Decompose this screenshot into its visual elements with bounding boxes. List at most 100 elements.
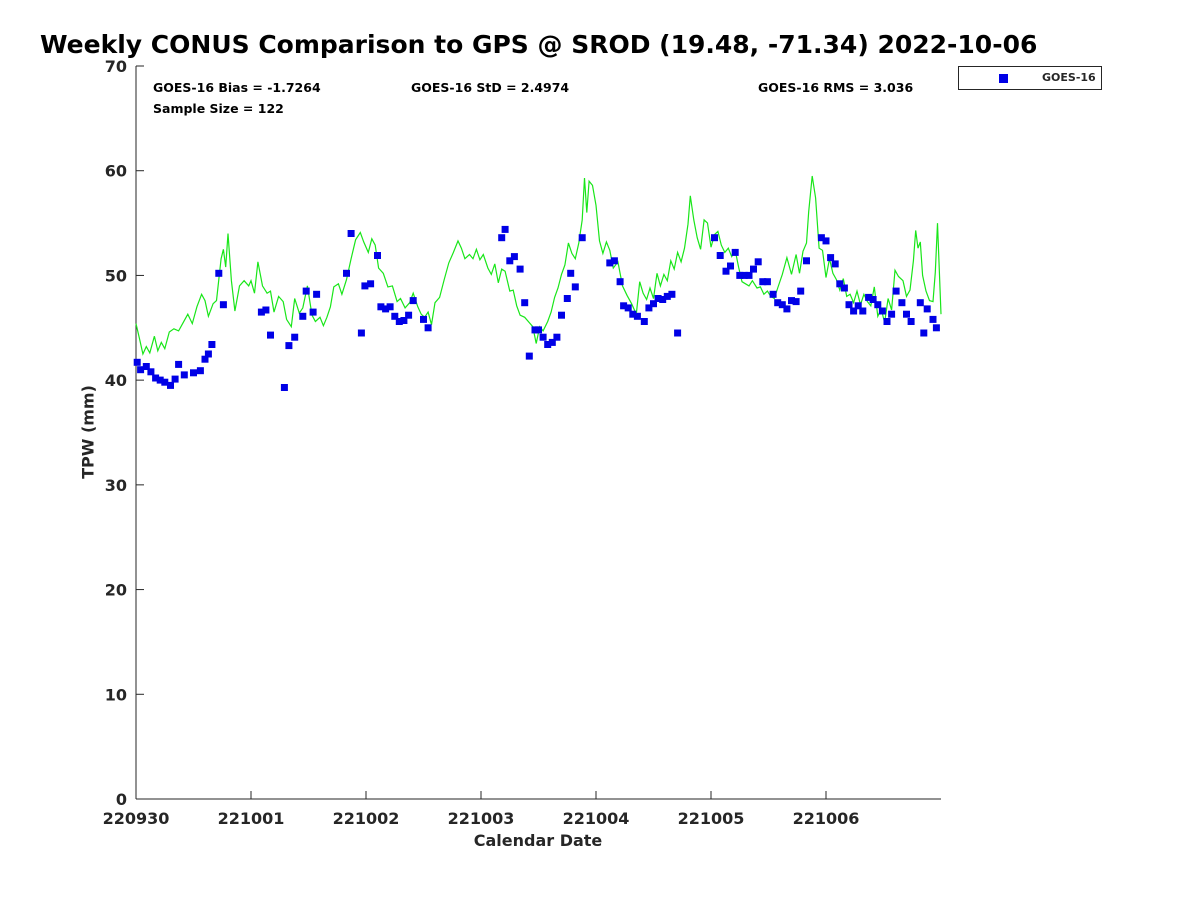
goes16-data-point xyxy=(571,283,579,291)
goes16-data-point xyxy=(740,271,748,279)
goes16-data-point xyxy=(409,297,417,305)
goes16-data-point xyxy=(711,234,718,242)
bias-stat: GOES-16 Bias = -1.7264 xyxy=(153,80,321,95)
goes16-data-point xyxy=(357,329,365,337)
goes16-data-point xyxy=(903,310,910,318)
goes16-data-point xyxy=(299,312,307,320)
goes16-data-point xyxy=(923,305,931,313)
goes16-data-point xyxy=(152,374,160,382)
goes16-data-point xyxy=(171,375,179,383)
goes16-data-point xyxy=(548,338,556,346)
goes16-data-point xyxy=(196,367,204,375)
gps-series-line xyxy=(135,175,942,356)
goes16-data-point xyxy=(285,342,293,350)
goes16-data-point xyxy=(836,280,844,288)
goes16-data-point xyxy=(859,307,867,315)
goes16-data-point xyxy=(367,280,375,288)
goes16-data-point xyxy=(302,287,310,295)
goes16-data-point xyxy=(883,318,891,325)
goes16-data-point xyxy=(845,301,853,309)
goes16-data-point xyxy=(395,318,403,325)
goes16-data-point xyxy=(803,257,810,265)
goes16-data-point xyxy=(525,352,533,360)
goes16-data-point xyxy=(763,278,771,286)
goes16-data-point xyxy=(827,254,835,262)
goes16-data-point xyxy=(280,384,288,391)
goes16-data-point xyxy=(620,302,628,310)
goes16-data-point xyxy=(291,333,299,341)
goes16-data-point xyxy=(506,257,514,265)
goes16-data-point xyxy=(822,237,830,245)
goes16-data-point xyxy=(783,305,791,313)
goes16-data-point xyxy=(869,296,877,303)
goes16-data-point xyxy=(267,331,274,339)
goes16-data-point xyxy=(888,310,896,318)
y-tick-label: 50 xyxy=(105,266,127,285)
y-tick-label: 40 xyxy=(105,371,127,390)
goes16-data-point xyxy=(219,301,227,309)
goes16-data-point xyxy=(932,324,940,332)
goes16-data-point xyxy=(754,258,762,266)
goes16-data-point xyxy=(850,307,858,315)
x-tick-label: 221004 xyxy=(563,809,630,828)
goes16-data-point xyxy=(645,304,653,312)
y-axis-label: TPW (mm) xyxy=(78,385,98,479)
goes16-data-point xyxy=(215,269,223,277)
goes16-data-point xyxy=(516,265,524,273)
goes16-data-point xyxy=(674,329,682,337)
x-tick-label: 221002 xyxy=(333,809,400,828)
goes16-data-point xyxy=(498,234,506,242)
goes16-data-point xyxy=(654,295,662,302)
goes16-data-point xyxy=(201,355,209,363)
goes16-data-point xyxy=(313,290,321,298)
goes16-data-point xyxy=(716,252,724,259)
goes16-data-point xyxy=(539,333,547,341)
legend-marker-goes16 xyxy=(999,74,1008,83)
goes16-data-point xyxy=(865,293,873,301)
goes16-data-point xyxy=(731,248,739,256)
goes16-data-point xyxy=(510,253,518,261)
goes16-data-point xyxy=(161,378,169,386)
y-tick-label: 70 xyxy=(105,57,127,76)
goes16-data-point xyxy=(156,376,164,384)
goes16-data-point xyxy=(147,368,155,376)
goes16-data-point xyxy=(769,290,777,298)
goes16-data-point xyxy=(374,252,381,259)
goes16-data-point xyxy=(377,303,385,311)
goes16-data-point xyxy=(553,333,561,341)
goes16-data-point xyxy=(797,287,805,295)
goes16-data-point xyxy=(521,299,529,307)
goes16-data-point xyxy=(578,234,586,242)
goes16-data-point xyxy=(190,369,197,377)
x-tick-label: 221001 xyxy=(218,809,285,828)
goes16-data-point xyxy=(907,318,915,325)
goes16-data-point xyxy=(208,341,216,348)
goes16-data-point xyxy=(133,358,141,366)
goes16-data-point xyxy=(361,282,369,290)
sample-size-stat: Sample Size = 122 xyxy=(153,101,284,116)
x-tick-label: 220930 xyxy=(103,809,170,828)
y-tick-label: 60 xyxy=(105,162,127,181)
goes16-data-point xyxy=(558,311,565,319)
x-tick-label: 221005 xyxy=(678,809,745,828)
goes16-data-point xyxy=(382,305,390,313)
goes16-data-point xyxy=(262,306,270,314)
goes16-data-point xyxy=(629,310,637,318)
x-axis-label: Calendar Date xyxy=(473,831,603,850)
goes16-data-point xyxy=(616,278,624,286)
goes16-data-point xyxy=(929,315,937,323)
goes16-data-point xyxy=(750,265,757,273)
x-tick-label: 221003 xyxy=(448,809,515,828)
goes16-data-point xyxy=(420,315,427,323)
goes16-data-point xyxy=(898,299,906,307)
goes16-data-point xyxy=(405,311,413,319)
goes16-data-point xyxy=(854,302,862,310)
goes16-data-point xyxy=(774,299,782,307)
x-tick-label: 221006 xyxy=(793,809,860,828)
goes16-data-point xyxy=(745,271,753,279)
goes16-data-point xyxy=(606,259,614,267)
goes16-data-point xyxy=(792,298,800,306)
goes16-data-point xyxy=(391,312,399,320)
goes16-data-point xyxy=(633,312,641,320)
